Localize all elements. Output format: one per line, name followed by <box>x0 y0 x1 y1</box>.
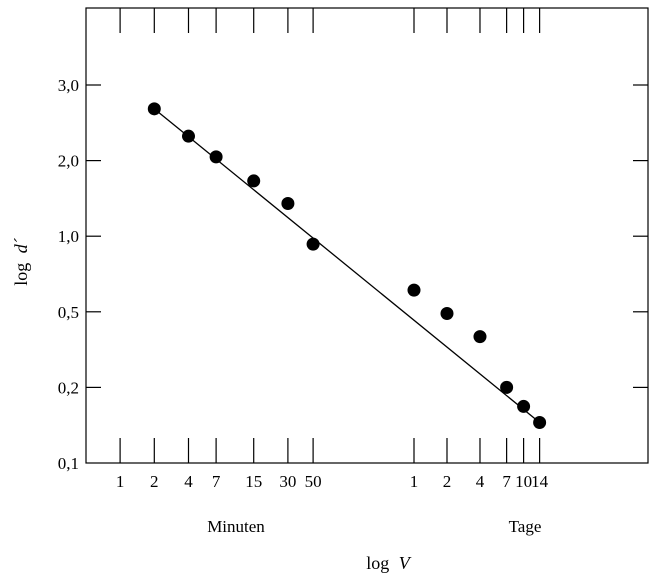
x-tick-label: 2 <box>150 472 159 491</box>
x-tick-label: 4 <box>184 472 193 491</box>
x-axis-title-prefix: log <box>366 553 389 573</box>
y-tick-label: 3,0 <box>58 76 79 95</box>
tick-marks <box>86 8 648 463</box>
data-point <box>440 306 454 320</box>
y-axis-title-var: d´ <box>11 237 31 253</box>
data-point <box>517 399 531 413</box>
x-group-label-tage: Tage <box>509 517 542 536</box>
data-point <box>407 283 421 297</box>
y-tick-label: 0,5 <box>58 303 79 322</box>
x-tick-label: 10 <box>515 472 532 491</box>
y-axis-title-prefix: log <box>11 263 31 286</box>
x-tick-label: 1 <box>116 472 125 491</box>
y-tick-label: 0,1 <box>58 454 79 473</box>
y-axis-title: log d´ <box>11 237 31 286</box>
x-tick-labels: 1 2 4 7 15 30 50 1 2 4 7 10 14 <box>116 472 549 491</box>
x-tick-label: 14 <box>531 472 549 491</box>
y-tick-label: 1,0 <box>58 227 79 246</box>
y-tick-labels: 0,1 0,2 0,5 1,0 2,0 3,0 <box>58 76 79 473</box>
x-tick-label: 30 <box>279 472 296 491</box>
data-point <box>306 237 320 251</box>
data-point <box>500 380 514 394</box>
x-axis-title: log V <box>366 553 412 573</box>
x-tick-label: 1 <box>410 472 419 491</box>
data-point <box>247 174 261 188</box>
data-point <box>147 102 161 116</box>
x-tick-label: 7 <box>502 472 511 491</box>
x-group-label-minuten: Minuten <box>207 517 265 536</box>
data-point <box>281 196 295 210</box>
data-points <box>147 102 547 429</box>
x-tick-label: 15 <box>245 472 262 491</box>
x-tick-label: 4 <box>476 472 485 491</box>
x-axis-title-var: V <box>399 553 412 573</box>
x-tick-label: 7 <box>212 472 221 491</box>
x-tick-label: 50 <box>305 472 322 491</box>
y-tick-label: 0,2 <box>58 378 79 397</box>
data-point <box>473 330 487 344</box>
data-point <box>181 129 195 143</box>
y-tick-label: 2,0 <box>58 152 79 171</box>
data-point <box>533 415 547 429</box>
data-point <box>209 150 223 164</box>
x-tick-label: 2 <box>443 472 452 491</box>
plot-frame <box>85 7 649 464</box>
